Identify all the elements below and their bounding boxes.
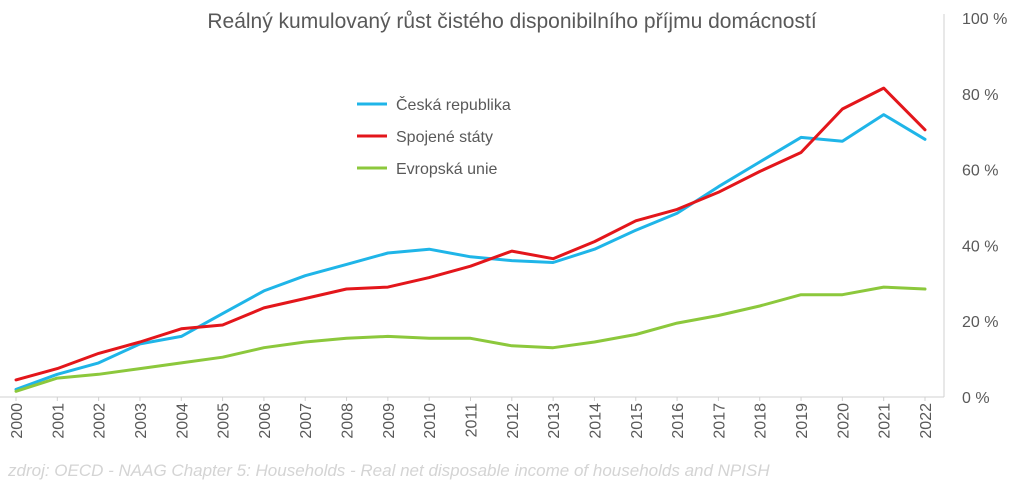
y-tick-label: 40 % xyxy=(962,238,998,255)
x-tick-label: 2004 xyxy=(174,403,191,439)
y-tick-label: 80 % xyxy=(962,87,998,104)
y-tick-label: 0 % xyxy=(962,390,990,407)
legend-label: Evropská unie xyxy=(396,161,497,178)
x-tick-label: 2011 xyxy=(464,403,481,438)
x-tick-label: 2006 xyxy=(257,403,274,439)
y-tick-label: 100 % xyxy=(962,11,1007,28)
x-tick-label: 2013 xyxy=(546,403,563,439)
legend: Česká republika Spojené státy Evropská uni… xyxy=(357,95,511,178)
axes: 0 % 20 % 40 % 60 % 80 % 100 % 2000 2001 2002 2003… xyxy=(0,11,1007,439)
x-tick-label: 2010 xyxy=(422,403,439,439)
x-tick-label: 2003 xyxy=(133,403,150,439)
x-tick-label: 2016 xyxy=(670,403,687,439)
chart-title: Reálný kumulovaný růst čistého disponibi… xyxy=(207,10,816,33)
y-tick-label: 20 % xyxy=(962,314,998,331)
legend-label: Česká republika xyxy=(396,95,511,114)
series-line-1 xyxy=(14,113,927,391)
x-tick-label: 2014 xyxy=(587,403,604,439)
x-tick-label: 2009 xyxy=(381,403,398,439)
x-tick-label: 2000 xyxy=(9,403,26,439)
legend-label: Spojené státy xyxy=(396,129,493,146)
x-tick-label: 2005 xyxy=(216,403,233,439)
x-tick-label: 2019 xyxy=(794,403,811,439)
x-tick-label: 2002 xyxy=(92,403,109,439)
y-tick-label: 60 % xyxy=(962,163,998,180)
x-tick-label: 2017 xyxy=(711,403,728,439)
source-note: zdroj: OECD - NAAG Chapter 5: Households… xyxy=(8,461,770,480)
x-tick-label: 2021 xyxy=(877,403,894,439)
x-tick-label: 2001 xyxy=(50,403,67,439)
x-tick-label: 2007 xyxy=(298,403,315,439)
x-tick-label: 2012 xyxy=(505,403,522,439)
x-tick-label: 2008 xyxy=(340,403,357,439)
series-line-2 xyxy=(14,86,927,382)
series-group xyxy=(14,86,927,393)
x-tick-label: 2020 xyxy=(835,403,852,439)
series-line-3 xyxy=(14,285,927,393)
x-tick-label: 2015 xyxy=(629,403,646,439)
x-tick-label: 2022 xyxy=(918,403,935,439)
x-tick-label: 2018 xyxy=(753,403,770,439)
